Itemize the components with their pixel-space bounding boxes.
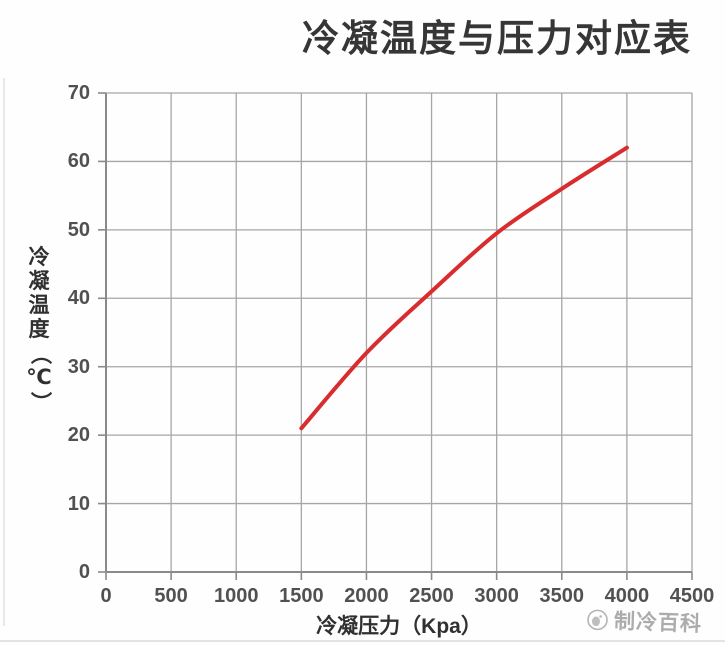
y-axis-title: 冷凝温度（℃） [24,246,54,414]
series-line [299,145,629,431]
y-tick-label: 60 [67,150,90,173]
x-tick-label: 3500 [539,585,585,607]
y-tick-label: 20 [67,424,90,447]
y-tick-label: 70 [67,82,90,104]
y-axis-title-char: 度 [28,318,50,341]
y-tick-label: 10 [67,492,90,515]
y-tick-label: 50 [67,218,90,241]
y-tick-label: 0 [78,561,90,583]
x-tick-label: 0 [100,585,112,607]
x-tick-label: 2000 [344,585,389,607]
y-axis-title-char: ） [28,391,51,413]
y-tick-label: 30 [67,355,90,378]
watermark: 制冷百科 [586,604,703,638]
x-tick-label: 4500 [669,585,715,607]
x-axis-title: 冷凝压力（Kpa） [316,615,482,638]
plot-svg [98,92,693,580]
chart-title: 冷凝温度与压力对应表 [302,18,692,59]
x-tick-label: 1500 [279,585,324,607]
y-axis-title-char: 冷 [28,246,50,269]
mascot-circle-icon [587,609,608,630]
y-tick-label: 40 [67,287,90,310]
y-axis-title-char: 温 [28,294,50,317]
y-axis-title-char: 凝 [28,270,50,293]
left-edge-artifact [3,78,5,626]
x-tick-label: 4000 [604,585,650,607]
x-tick-label: 500 [154,585,188,607]
y-axis-title-char: ℃ [26,366,52,389]
x-tick-label: 1000 [213,585,259,607]
bottom-edge-artifact [0,640,725,642]
x-tick-label: 3000 [474,585,519,607]
watermark-label: 制冷百科 [613,609,703,637]
x-tick-label: 2500 [409,585,454,607]
